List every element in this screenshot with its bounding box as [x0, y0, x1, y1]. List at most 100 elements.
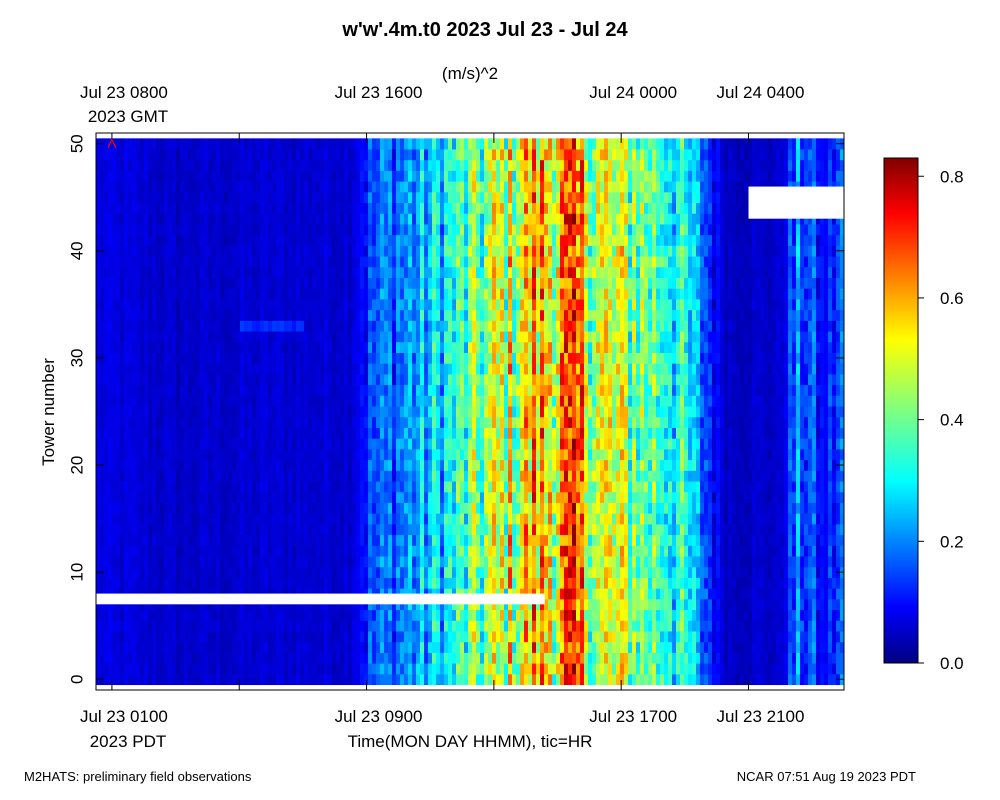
heatmap-cell — [184, 620, 189, 632]
heatmap-cell — [364, 234, 369, 246]
heatmap-cell — [220, 341, 225, 353]
heatmap-cell — [272, 513, 277, 525]
heatmap-cell — [312, 320, 317, 332]
heatmap-cell — [336, 513, 341, 525]
heatmap-cell — [276, 663, 281, 675]
heatmap-cell — [412, 448, 417, 461]
heatmap-cell — [204, 502, 209, 514]
heatmap-cell — [364, 631, 369, 643]
heatmap-cell — [148, 459, 153, 471]
heatmap-cell — [480, 309, 485, 321]
heatmap-cell — [276, 181, 281, 193]
heatmap-cell — [104, 149, 109, 161]
heatmap-cell — [160, 534, 165, 546]
heatmap-cell — [360, 299, 365, 311]
heatmap-cell — [472, 256, 477, 268]
heatmap-cell — [264, 159, 269, 171]
heatmap-cell — [124, 245, 129, 257]
heatmap-cell — [480, 395, 485, 407]
heatmap-cell — [344, 416, 349, 428]
heatmap-cell — [448, 395, 453, 407]
heatmap-cell — [376, 523, 381, 536]
heatmap-cell — [316, 384, 321, 396]
heatmap-cell — [172, 534, 177, 546]
heatmap-cell — [480, 598, 485, 611]
heatmap-cell — [228, 448, 233, 461]
heatmap-cell — [328, 277, 333, 289]
heatmap-cell — [132, 513, 137, 525]
heatmap-cell — [312, 523, 317, 536]
heatmap-cell — [448, 331, 453, 343]
heatmap-cell — [180, 620, 185, 632]
heatmap-cell — [412, 363, 417, 375]
units-label: (m/s)^2 — [442, 64, 498, 83]
heatmap-cell — [252, 224, 257, 236]
heatmap-cell — [268, 159, 273, 171]
heatmap-cell — [196, 331, 201, 343]
heatmap-cell — [412, 181, 417, 193]
heatmap-cell — [316, 545, 321, 557]
heatmap-cell — [308, 534, 313, 546]
heatmap-cell — [240, 159, 245, 171]
heatmap-cell — [468, 459, 473, 471]
heatmap-cell — [112, 609, 117, 621]
heatmap-cell — [308, 448, 313, 461]
heatmap-cell — [164, 652, 169, 664]
heatmap-cell — [148, 652, 153, 664]
heatmap-cell — [388, 438, 393, 450]
heatmap-cell — [196, 363, 201, 375]
heatmap-cell — [460, 545, 465, 557]
heatmap-cell — [468, 598, 473, 611]
heatmap-cell — [148, 470, 153, 482]
heatmap-cell — [392, 299, 397, 311]
heatmap-cell — [176, 224, 181, 236]
heatmap-cell — [196, 631, 201, 643]
heatmap-cell — [400, 288, 405, 300]
heatmap-cell — [304, 320, 309, 332]
heatmap-cell — [300, 213, 305, 225]
heatmap-cell — [304, 331, 309, 343]
heatmap-cell — [312, 673, 317, 686]
heatmap-cell — [112, 224, 117, 236]
heatmap-cell — [112, 213, 117, 225]
heatmap-cell — [336, 598, 341, 611]
heatmap-cell — [104, 352, 109, 364]
heatmap-cell — [176, 631, 181, 643]
heatmap-cell — [272, 299, 277, 311]
heatmap-cell — [124, 470, 129, 482]
heatmap-cell — [276, 202, 281, 214]
heatmap-cell — [252, 138, 257, 150]
heatmap-cell — [152, 577, 157, 589]
heatmap-cell — [452, 202, 457, 214]
heatmap-cell — [156, 566, 161, 578]
heatmap-cell — [324, 545, 329, 557]
heatmap-cell — [440, 481, 445, 493]
heatmap-cell — [244, 481, 249, 493]
heatmap-cell — [144, 245, 149, 257]
heatmap-cell — [328, 149, 333, 161]
heatmap-cell — [484, 309, 489, 321]
heatmap-cell — [168, 416, 173, 428]
heatmap-cell — [204, 320, 209, 332]
heatmap-cell — [356, 406, 361, 418]
heatmap-cell — [372, 245, 377, 257]
heatmap-cell — [112, 481, 117, 493]
heatmap-cell — [452, 448, 457, 461]
heatmap-cell — [148, 309, 153, 321]
heatmap-cell — [448, 545, 453, 557]
heatmap-cell — [128, 170, 133, 182]
heatmap-cell — [268, 556, 273, 568]
heatmap-cell — [400, 245, 405, 257]
heatmap-cell — [384, 363, 389, 375]
heatmap-cell — [184, 202, 189, 214]
heatmap-cell — [312, 277, 317, 289]
heatmap-cell — [480, 481, 485, 493]
heatmap-cell — [400, 352, 405, 364]
heatmap-cell — [244, 234, 249, 246]
heatmap-cell — [392, 534, 397, 546]
heatmap-cell — [340, 631, 345, 643]
heatmap-cell — [136, 427, 141, 439]
heatmap-cell — [176, 191, 181, 204]
heatmap-cell — [280, 598, 285, 611]
heatmap-cell — [364, 149, 369, 161]
